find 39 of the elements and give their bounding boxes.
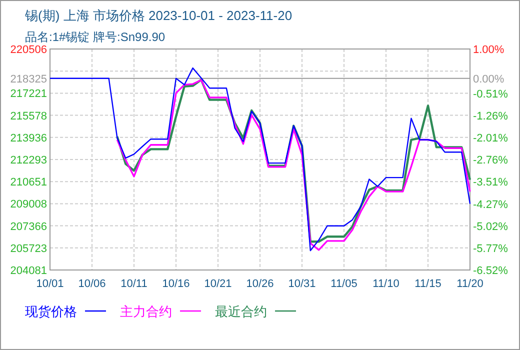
y-tick-label: 215578: [10, 110, 47, 122]
x-tick-label: 11/20: [456, 278, 484, 290]
x-tick-label: 10/26: [246, 278, 274, 290]
x-tick-label: 11/05: [330, 278, 358, 290]
y-tick-label: 205723: [10, 242, 47, 255]
x-tick-label: 11/10: [372, 278, 400, 290]
y-tick-label: 220506: [10, 44, 47, 56]
chart-title: 锡(期) 上海 市场价格 2023-10-01 - 2023-11-20: [24, 8, 292, 23]
x-tick-label: 10/01: [36, 278, 64, 290]
x-tick-label: 11/15: [414, 278, 442, 290]
y2-tick-label: -2.01%: [473, 132, 508, 144]
y-tick-label: 210651: [10, 176, 47, 189]
y2-tick-label: -6.52%: [473, 265, 508, 277]
y2-tick-label: -4.27%: [473, 198, 508, 211]
legend-label: 最近合约: [215, 304, 267, 319]
y2-tick-label: 1.00%: [473, 44, 504, 56]
ref-line-label: 218325: [10, 73, 47, 86]
x-tick-label: 10/31: [288, 278, 316, 290]
y-tick-label: 213936: [10, 132, 47, 144]
y2-tick-label: -2.76%: [473, 154, 508, 166]
x-tick-label: 10/16: [162, 278, 190, 290]
y2-tick-label: -5.77%: [473, 242, 508, 255]
legend-label: 主力合约: [120, 304, 172, 319]
line-series: [49, 67, 471, 252]
y-tick-label: 207366: [10, 220, 47, 233]
y2-tick-label: -5.02%: [473, 220, 508, 233]
x-tick-label: 10/21: [204, 278, 232, 290]
y-tick-label: 212293: [10, 154, 47, 167]
y2-tick-label: 0.00%: [473, 73, 504, 86]
chart-subtitle: 品名:1#锡锭 牌号:Sn99.90: [25, 30, 166, 44]
y2-tick-label: -1.26%: [473, 110, 508, 122]
x-tick-label: 10/06: [78, 278, 106, 290]
y-tick-label: 209008: [10, 198, 47, 211]
y-tick-label: 217221: [10, 88, 47, 100]
y2-tick-label: -3.51%: [473, 176, 508, 189]
legend-label: 现货价格: [25, 304, 77, 319]
y-tick-label: 204081: [10, 265, 47, 277]
y2-tick-label: -0.51%: [473, 88, 508, 100]
x-tick-label: 10/11: [120, 278, 148, 290]
